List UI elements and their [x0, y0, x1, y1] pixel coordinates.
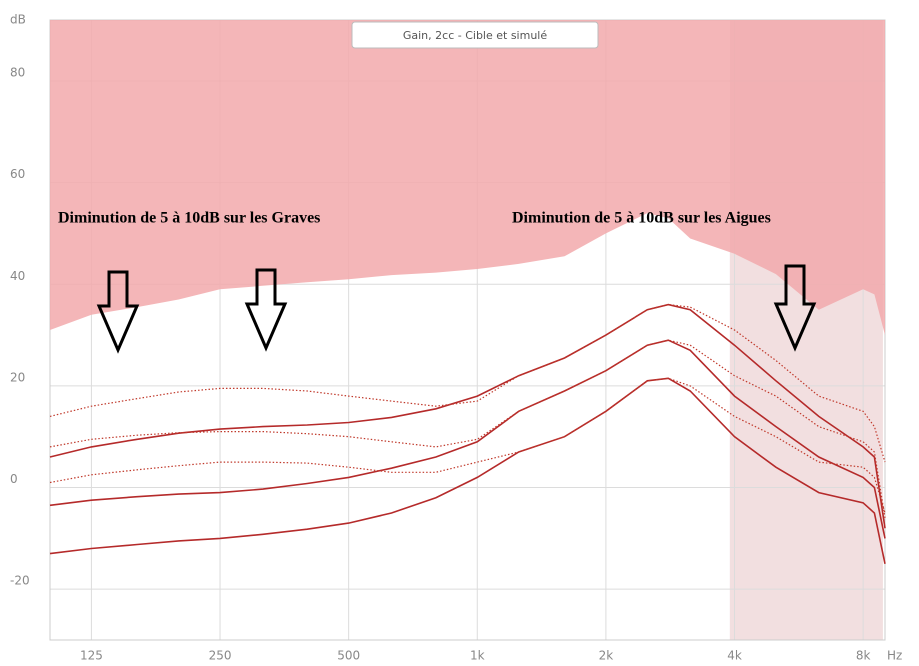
- plot-area: [49, 19, 886, 641]
- x-tick-label: 500: [337, 649, 360, 663]
- overlay: Gain, 2cc - Cible et simulé Diminution d…: [10, 13, 902, 663]
- x-tick-label: 1k: [470, 649, 485, 663]
- y-tick-label: 40: [10, 269, 25, 283]
- x-tick-label: 125: [80, 649, 103, 663]
- y-tick-label: 0: [10, 472, 18, 486]
- title-box: [351, 21, 599, 49]
- arrow: [773, 264, 817, 352]
- x-tick-label: 4k: [727, 649, 742, 663]
- area: [50, 20, 885, 336]
- x-unit: Hz: [887, 649, 902, 663]
- annotation: Diminution de 5 à 10dB sur les Graves: [58, 210, 320, 227]
- line: [49, 303, 886, 463]
- x-tick-label: 250: [209, 649, 232, 663]
- y-tick-label: 80: [10, 65, 25, 79]
- y-unit: dB: [10, 13, 26, 27]
- y-tick-label: 20: [10, 370, 25, 384]
- arrow: [244, 268, 288, 352]
- y-tick-label: -20: [10, 574, 30, 588]
- annotation: Diminution de 5 à 10dB sur les Aigues: [512, 210, 771, 227]
- x-tick-label: 8k: [856, 649, 871, 663]
- arrow: [96, 270, 140, 354]
- line: [49, 339, 886, 519]
- chart-title: Gain, 2cc - Cible et simulé: [403, 29, 547, 42]
- line: [49, 377, 886, 514]
- y-tick-label: 60: [10, 167, 25, 181]
- x-tick-label: 2k: [599, 649, 614, 663]
